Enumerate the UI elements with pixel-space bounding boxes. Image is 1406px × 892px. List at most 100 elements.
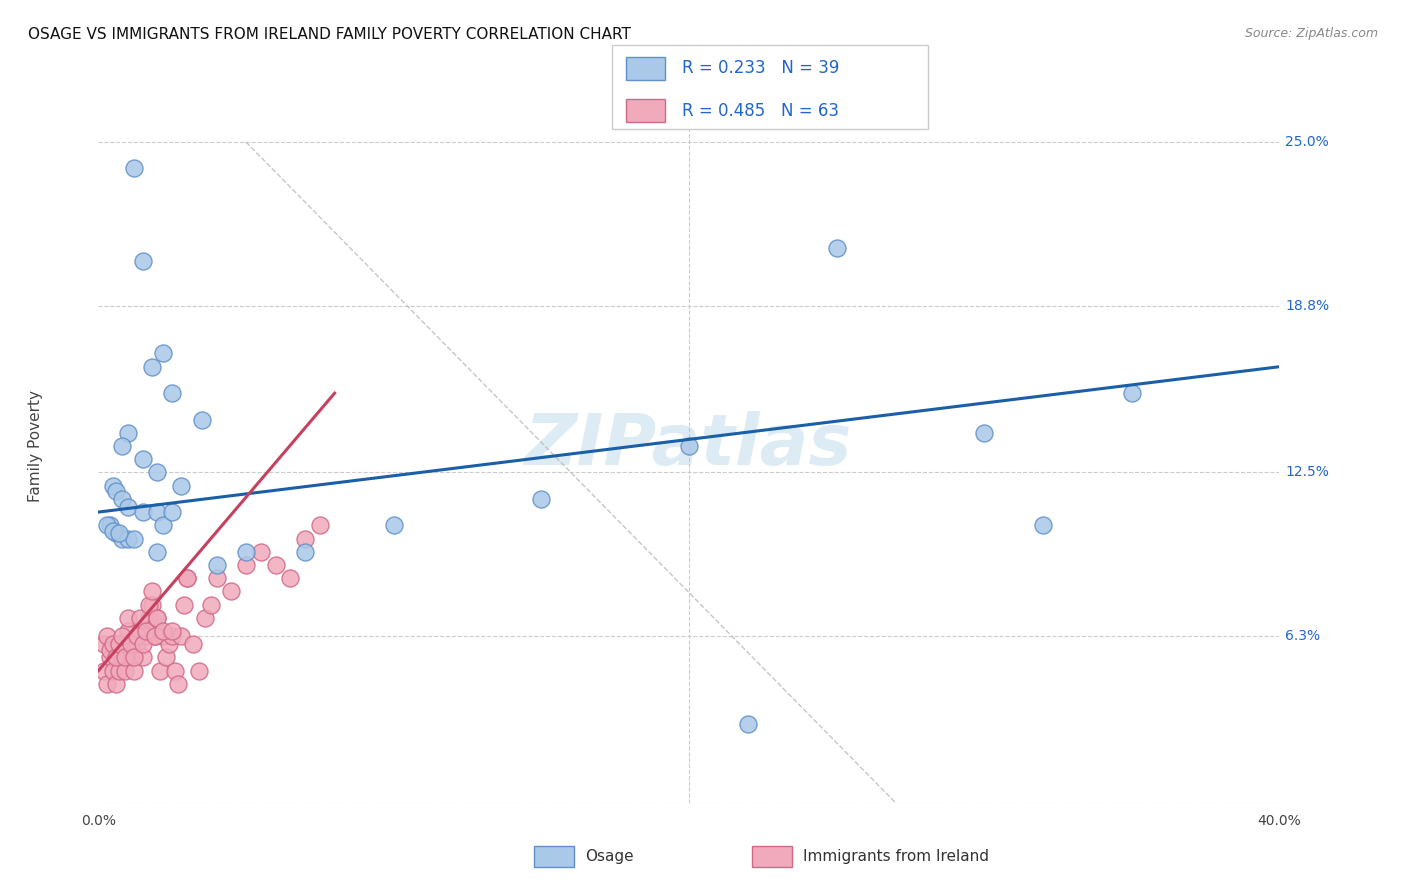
Text: Immigrants from Ireland: Immigrants from Ireland — [803, 849, 988, 863]
Point — [117, 624, 139, 638]
Text: OSAGE VS IMMIGRANTS FROM IRELAND FAMILY POVERTY CORRELATION CHART: OSAGE VS IMMIGRANTS FROM IRELAND FAMILY … — [28, 27, 631, 42]
Point — [973, 425, 995, 440]
Point — [125, 637, 148, 651]
Point — [120, 637, 142, 651]
Point — [114, 664, 136, 678]
Point — [173, 598, 195, 612]
Point — [162, 629, 183, 643]
Point — [176, 571, 198, 585]
Point — [146, 505, 169, 519]
Point — [382, 518, 405, 533]
Point — [122, 664, 145, 678]
Point — [205, 571, 228, 585]
Text: 12.5%: 12.5% — [1285, 466, 1329, 479]
Point — [162, 386, 183, 401]
Point — [825, 241, 848, 255]
Point — [122, 650, 145, 665]
Point — [143, 629, 166, 643]
Point — [117, 500, 139, 514]
Point — [138, 598, 160, 612]
Point — [138, 611, 160, 625]
Point — [96, 629, 118, 643]
Point — [309, 518, 332, 533]
Point — [132, 254, 155, 268]
Text: Family Poverty: Family Poverty — [28, 390, 42, 502]
Point — [149, 664, 172, 678]
Point — [152, 346, 174, 360]
Point — [157, 637, 180, 651]
Point — [122, 532, 145, 546]
Point — [135, 629, 157, 643]
Point — [530, 491, 553, 506]
Point — [181, 637, 204, 651]
Point — [105, 677, 128, 691]
Point — [105, 526, 128, 541]
Point — [278, 571, 302, 585]
Point — [128, 611, 150, 625]
Point — [111, 439, 134, 453]
Point — [737, 716, 759, 731]
Text: R = 0.233   N = 39: R = 0.233 N = 39 — [682, 60, 839, 78]
Point — [191, 412, 214, 426]
Point — [250, 545, 273, 559]
Point — [132, 452, 155, 467]
Point — [103, 478, 125, 492]
Text: 25.0%: 25.0% — [1285, 135, 1329, 149]
Point — [111, 532, 134, 546]
Point — [135, 624, 157, 638]
Point — [93, 664, 115, 678]
Point — [108, 637, 131, 651]
Point — [152, 518, 174, 533]
Point — [117, 425, 139, 440]
Point — [103, 664, 125, 678]
Point — [93, 637, 115, 651]
Point — [152, 624, 174, 638]
Point — [111, 629, 134, 643]
Point — [103, 524, 125, 538]
Point — [120, 650, 142, 665]
Point — [152, 629, 174, 643]
Point — [141, 598, 163, 612]
Text: 6.3%: 6.3% — [1285, 629, 1320, 643]
Point — [111, 650, 134, 665]
Point — [96, 677, 118, 691]
Point — [111, 491, 134, 506]
Point — [167, 677, 190, 691]
Point — [176, 571, 198, 585]
Point — [146, 466, 169, 480]
Point — [1121, 386, 1143, 401]
Point — [141, 584, 163, 599]
Point — [117, 611, 139, 625]
Point — [105, 483, 128, 498]
Point — [187, 664, 209, 678]
Point — [294, 532, 316, 546]
Text: Source: ZipAtlas.com: Source: ZipAtlas.com — [1244, 27, 1378, 40]
Point — [143, 629, 166, 643]
Point — [128, 624, 150, 638]
Point — [141, 359, 163, 374]
Point — [117, 532, 139, 546]
Point — [162, 624, 183, 638]
Point — [98, 650, 121, 665]
Point — [125, 629, 148, 643]
Point — [122, 161, 145, 176]
Point — [194, 611, 217, 625]
Text: 18.8%: 18.8% — [1285, 299, 1329, 313]
Text: Osage: Osage — [585, 849, 634, 863]
Point — [205, 558, 228, 572]
Point — [170, 478, 193, 492]
Point — [146, 611, 169, 625]
Point — [155, 650, 177, 665]
Text: ZIPatlas: ZIPatlas — [526, 411, 852, 481]
Point — [264, 558, 287, 572]
Point — [114, 650, 136, 665]
Point — [146, 611, 169, 625]
Point — [105, 650, 128, 665]
Point — [235, 545, 257, 559]
Point — [98, 518, 121, 533]
Text: 0.0%: 0.0% — [82, 814, 115, 828]
Point — [200, 598, 222, 612]
Point — [108, 664, 131, 678]
Point — [219, 584, 243, 599]
Point — [96, 518, 118, 533]
